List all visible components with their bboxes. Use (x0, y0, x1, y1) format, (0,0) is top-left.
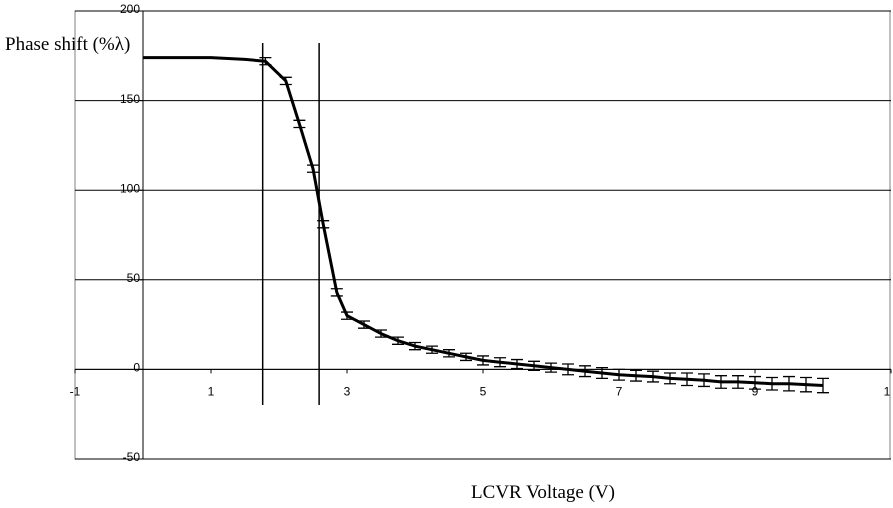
y-axis-title: Phase shift (%λ) (5, 34, 130, 55)
y-tick-label: 50 (127, 271, 141, 285)
error-bar (293, 119, 306, 129)
error-bar (330, 288, 343, 297)
error-bar (732, 375, 744, 389)
error-bar (443, 349, 455, 358)
error-bar (715, 375, 727, 389)
error-bar (800, 376, 812, 393)
error-bar (375, 329, 387, 338)
error-bar (528, 360, 540, 371)
error-bar (511, 358, 523, 370)
x-axis-title: LCVR Voltage (V) (471, 482, 615, 503)
error-bar (596, 366, 608, 380)
error-bar (392, 336, 404, 345)
y-tick-label: 200 (120, 2, 140, 16)
error-bar (562, 363, 574, 376)
x-tick-label: 9 (752, 385, 759, 399)
x-tick-label: 7 (616, 385, 623, 399)
error-bar (307, 164, 319, 173)
error-bar (766, 376, 778, 391)
error-bar (545, 362, 557, 373)
y-tick-label: 0 (133, 361, 140, 375)
error-bar (426, 345, 438, 354)
data-line (143, 56, 824, 387)
y-tick-label: -50 (123, 450, 141, 464)
error-bar (749, 375, 761, 390)
x-tick-label: 5 (480, 385, 487, 399)
x-tick-label: 3 (344, 385, 351, 399)
error-bar (279, 76, 292, 86)
error-bar (698, 373, 710, 388)
y-tick-label: 100 (120, 181, 140, 195)
x-tick-label: -1 (70, 385, 81, 399)
error-bar (630, 369, 642, 382)
error-bar (317, 220, 330, 229)
y-tick-label: 150 (120, 92, 140, 106)
error-bar (681, 372, 693, 387)
error-bar (579, 365, 591, 378)
error-bar (341, 311, 353, 320)
error-bar (259, 56, 272, 66)
x-tick-label: 1 (208, 385, 215, 399)
error-bar (477, 355, 489, 366)
error-bar (409, 341, 421, 351)
error-bar (494, 357, 506, 368)
error-bar (613, 368, 625, 381)
x-tick-label: 1 (884, 385, 891, 399)
error-bar (358, 320, 370, 329)
error-bar (817, 377, 829, 394)
error-bar (460, 352, 472, 362)
error-bar (783, 375, 795, 392)
error-bar (647, 370, 659, 383)
error-bar (664, 372, 676, 385)
